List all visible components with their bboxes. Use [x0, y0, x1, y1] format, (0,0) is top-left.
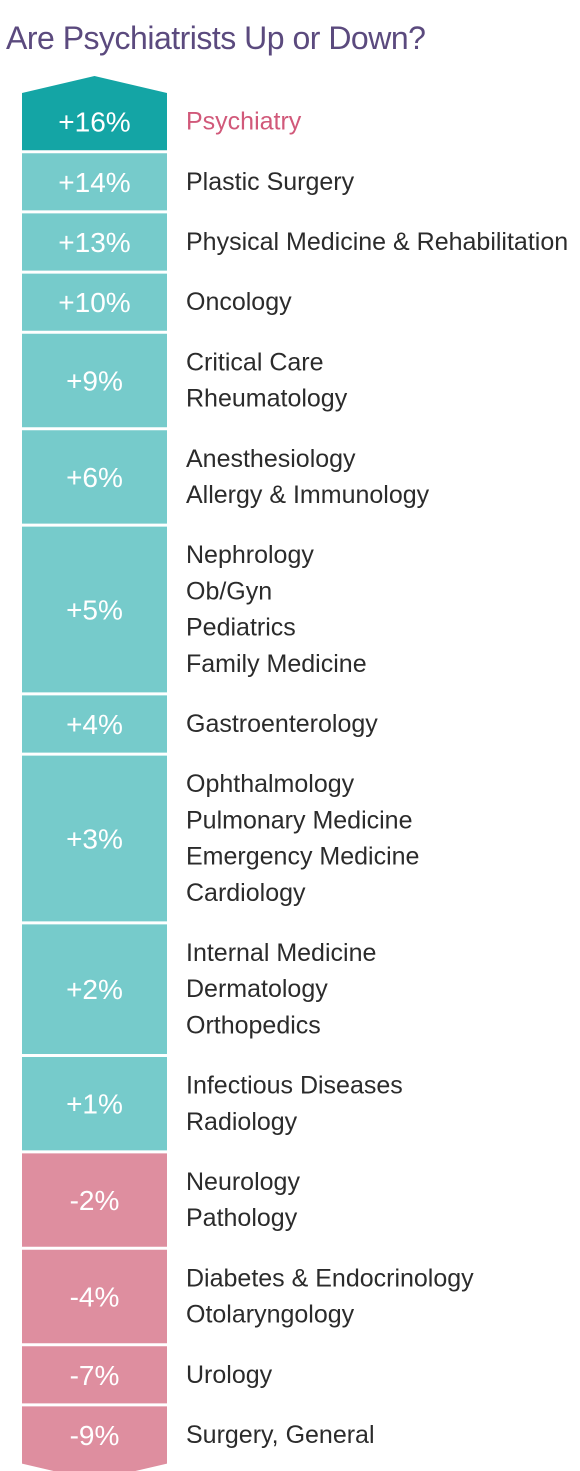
category-label: Cardiology [186, 879, 306, 907]
bar-block [22, 1346, 167, 1404]
category-label: Orthopedics [186, 1011, 321, 1039]
bar-block [22, 76, 167, 151]
value-label: +4% [66, 709, 123, 740]
category-label: Otolaryngology [186, 1301, 355, 1329]
bar-block [22, 213, 167, 271]
category-label: Anesthesiology [186, 445, 356, 473]
bar-block [22, 1057, 167, 1151]
value-label: -2% [70, 1185, 120, 1216]
category-label: Allergy & Immunology [186, 481, 430, 509]
category-label: Nephrology [186, 541, 314, 569]
value-label: +5% [66, 595, 123, 626]
category-label: Pediatrics [186, 614, 296, 642]
bar-block [22, 333, 167, 428]
bar-block [22, 153, 167, 211]
value-label: +3% [66, 824, 123, 855]
value-label: +9% [66, 366, 123, 397]
value-label: +13% [58, 227, 130, 258]
category-label: Internal Medicine [186, 939, 376, 967]
category-label: Family Medicine [186, 650, 367, 678]
category-label: Pathology [186, 1204, 298, 1232]
bar-block [22, 526, 167, 693]
category-label: Ob/Gyn [186, 577, 272, 605]
category-label: Critical Care [186, 348, 324, 376]
category-label: Urology [186, 1361, 273, 1389]
bar-block [22, 924, 167, 1054]
value-label: +6% [66, 462, 123, 493]
value-label: +14% [58, 167, 130, 198]
category-label: Oncology [186, 288, 292, 316]
category-label: Dermatology [186, 975, 328, 1003]
category-label: Ophthalmology [186, 770, 355, 798]
category-label: Infectious Diseases [186, 1072, 403, 1100]
value-label: +2% [66, 974, 123, 1005]
value-label: -4% [70, 1282, 120, 1313]
value-label: +1% [66, 1089, 123, 1120]
category-label: Surgery, General [186, 1421, 375, 1449]
category-label: Psychiatry [186, 108, 302, 136]
value-label: +10% [58, 287, 130, 318]
category-label: Rheumatology [186, 385, 348, 413]
category-label: Plastic Surgery [186, 168, 355, 196]
bar-block [22, 1406, 167, 1471]
category-label: Emergency Medicine [186, 843, 419, 871]
category-label: Radiology [186, 1108, 298, 1136]
category-label: Gastroenterology [186, 710, 378, 738]
category-label: Pulmonary Medicine [186, 806, 413, 834]
bar-block [22, 430, 167, 524]
chart-title: Are Psychiatrists Up or Down? [6, 20, 426, 56]
category-label: Neurology [186, 1168, 300, 1196]
bar-block [22, 273, 167, 331]
bar-block [22, 1249, 167, 1344]
category-label: Diabetes & Endocrinology [186, 1264, 474, 1292]
bar-block [22, 755, 167, 922]
value-label: -9% [70, 1420, 120, 1451]
bar-block [22, 695, 167, 753]
value-label: -7% [70, 1360, 120, 1391]
category-label: Physical Medicine & Rehabilitation [186, 228, 568, 256]
value-label: +16% [58, 107, 130, 138]
bar-block [22, 1153, 167, 1247]
